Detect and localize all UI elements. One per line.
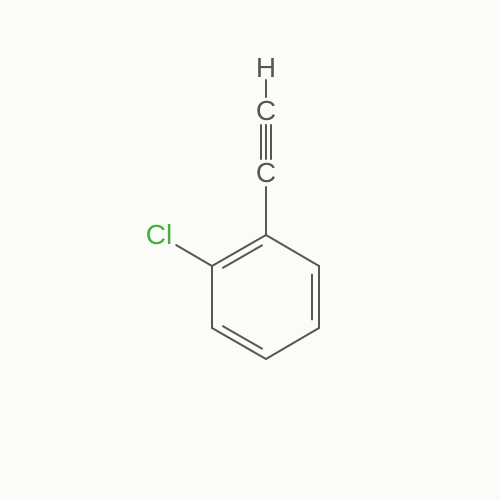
molecule-canvas: C C H Cl bbox=[0, 0, 500, 500]
atom-label-c2: C bbox=[256, 97, 276, 125]
atom-label-c1: C bbox=[256, 159, 276, 187]
bond-layer bbox=[0, 0, 500, 500]
atom-label-h: H bbox=[256, 54, 276, 82]
atom-label-cl: Cl bbox=[146, 221, 172, 249]
